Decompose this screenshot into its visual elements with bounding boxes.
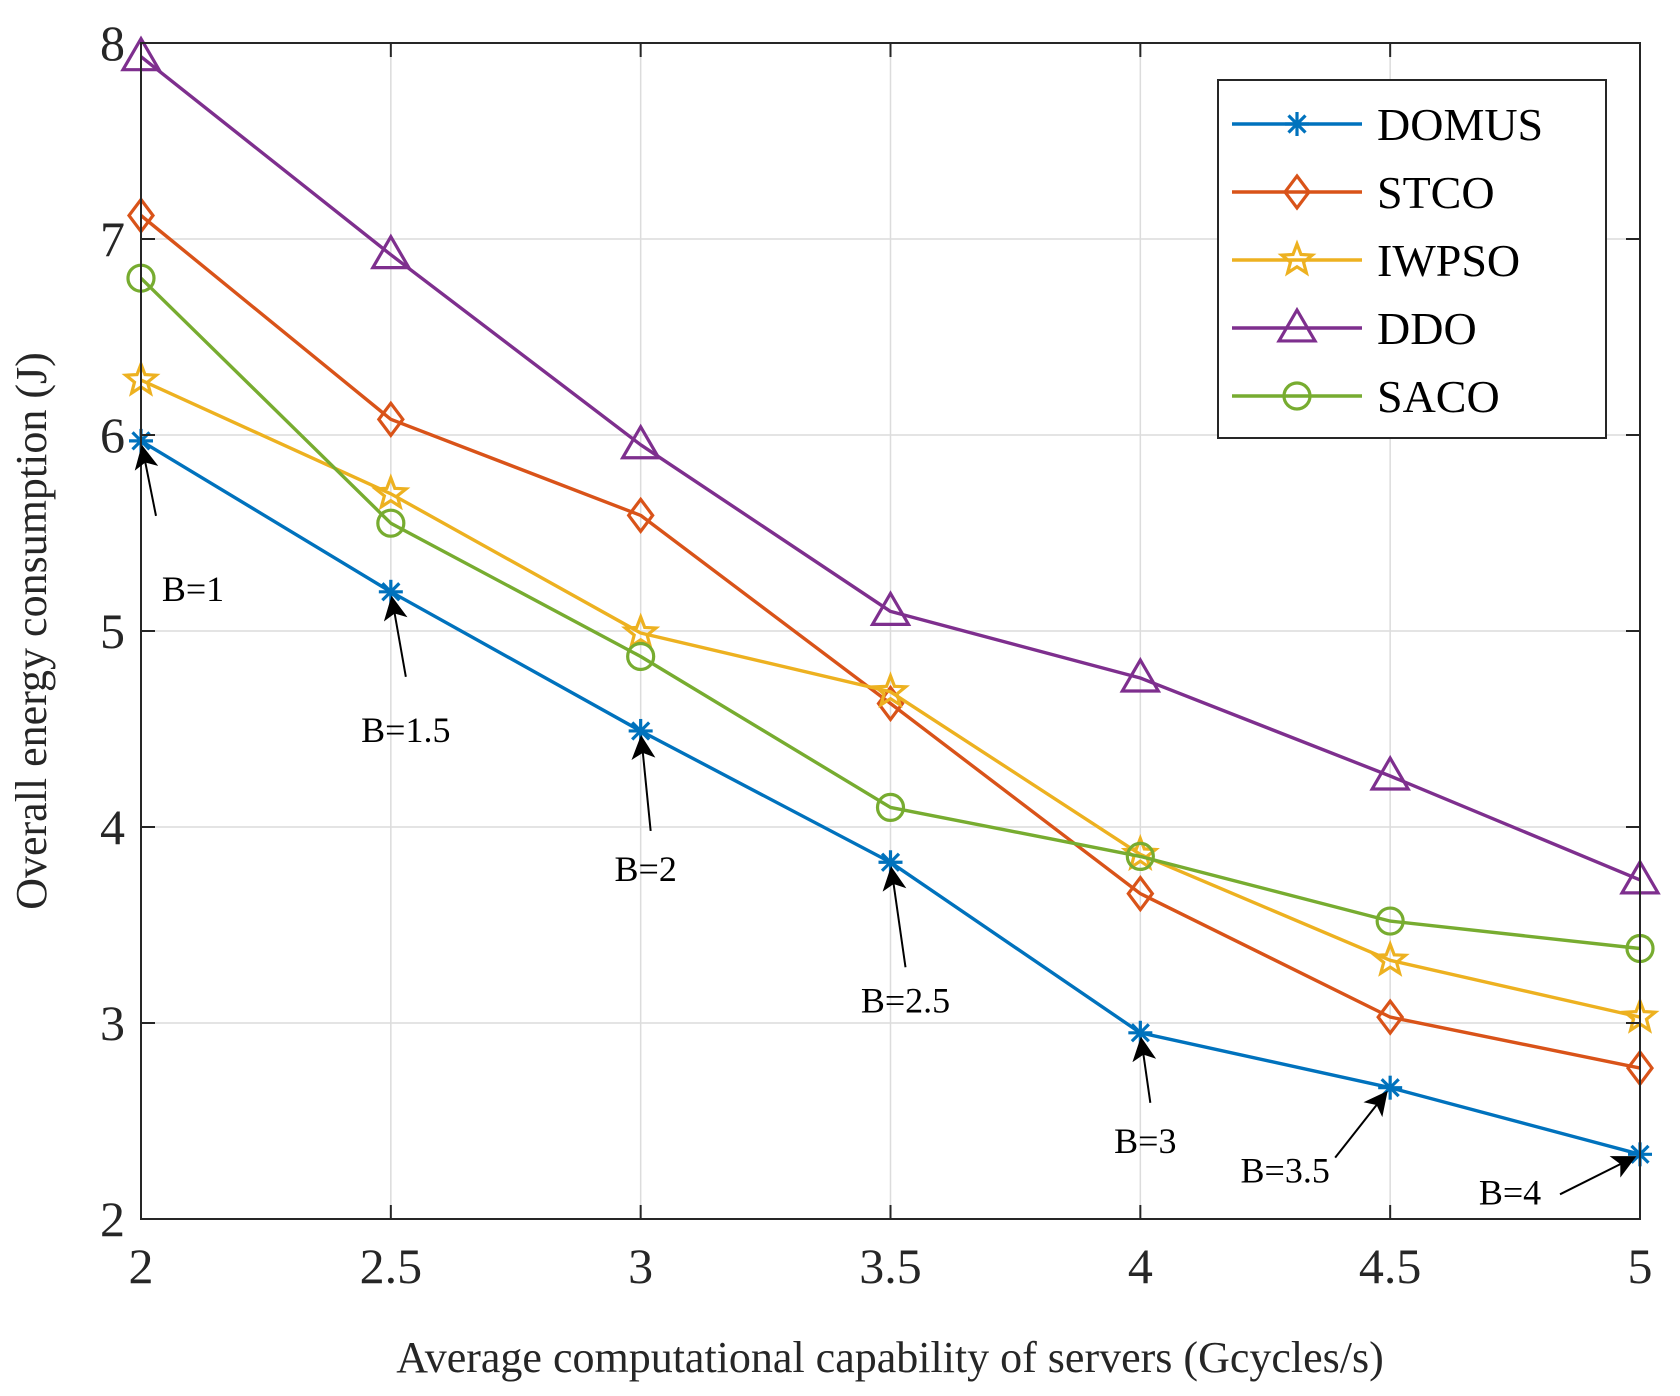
data-point	[621, 612, 661, 650]
data-point	[1125, 841, 1155, 872]
legend-entry-ddo: DDO	[1232, 303, 1477, 354]
y-tick-label: 4	[100, 799, 125, 855]
data-point	[1378, 1075, 1403, 1100]
legend-label: DDO	[1377, 303, 1477, 354]
data-point	[376, 400, 405, 438]
y-tick-label: 8	[100, 15, 125, 71]
data-point	[875, 792, 906, 823]
legend-entry-domus: DOMUS	[1232, 99, 1543, 150]
axis-ticks: 2 2.5 3 3.5 4 4.5 5 2 3 4 5 6 7 8	[100, 15, 1653, 1294]
annotation-label: B=1	[162, 569, 224, 609]
y-axis-title: Overall energy consumption (J)	[7, 352, 56, 910]
x-tick-label: 4.5	[1359, 1238, 1422, 1294]
legend-entry-iwpso: IWPSO	[1232, 235, 1520, 286]
data-point	[371, 473, 411, 511]
legend-entry-stco: STCO	[1232, 167, 1495, 218]
x-tick-label: 5	[1628, 1238, 1653, 1294]
annotation: B=1	[134, 444, 224, 609]
annotation-arrow	[1132, 1036, 1157, 1103]
data-point	[1370, 939, 1410, 977]
data-point	[626, 641, 656, 672]
annotation-label: B=3.5	[1241, 1151, 1330, 1191]
legend-entry-saco: SACO	[1232, 371, 1500, 422]
annotation-label: B=3	[1114, 1121, 1176, 1161]
x-tick-label: 2.5	[360, 1238, 423, 1294]
annotation-arrow	[383, 595, 408, 677]
y-tick-label: 5	[100, 603, 125, 659]
annotation-arrow	[631, 734, 656, 832]
annotation-label: B=4	[1479, 1172, 1541, 1212]
data-point	[619, 423, 662, 460]
x-tick-label: 3	[628, 1238, 653, 1294]
x-axis-title: Average computational capability of serv…	[396, 1333, 1384, 1382]
series-ddo	[120, 35, 1661, 895]
data-point	[871, 671, 910, 709]
y-tick-label: 6	[100, 407, 125, 463]
legend-label: IWPSO	[1377, 235, 1520, 286]
legend-marker	[1283, 173, 1311, 211]
x-tick-label: 2	[129, 1238, 154, 1294]
legend-marker	[1276, 306, 1318, 343]
data-point	[869, 590, 912, 626]
annotation: B=2	[615, 734, 677, 889]
data-point	[1369, 754, 1411, 791]
annotation-arrow	[1334, 1090, 1388, 1159]
data-point	[878, 850, 903, 875]
annotation: B=2.5	[861, 866, 950, 1020]
annotation-label: B=1.5	[361, 710, 450, 750]
x-tick-label: 3.5	[859, 1238, 922, 1294]
x-tick-label: 4	[1128, 1238, 1153, 1294]
legend-label: STCO	[1377, 167, 1495, 218]
legend-label: SACO	[1377, 371, 1500, 422]
annotation-label: B=2.5	[861, 980, 950, 1020]
legend: DOMUS STCO IWPSO DDO SACO	[1217, 79, 1607, 439]
data-point	[1119, 656, 1162, 693]
data-point	[378, 579, 403, 604]
legend-label: DOMUS	[1377, 99, 1543, 150]
legend-marker	[1277, 239, 1317, 277]
series-line	[139, 276, 1641, 951]
series-line	[140, 378, 1641, 1019]
series-saco	[126, 263, 1655, 964]
annotations: B=1 B=1.5 B=2 B=2.5 B=3 B=3.5 B=4	[134, 444, 1637, 1212]
annotation-arrow	[882, 866, 907, 968]
annotation-arrow	[134, 444, 159, 517]
series-line	[139, 55, 1641, 882]
y-tick-label: 7	[100, 211, 125, 267]
annotation: B=1.5	[361, 595, 450, 750]
y-tick-label: 2	[100, 1191, 125, 1247]
annotation: B=3	[1114, 1036, 1176, 1161]
y-tick-label: 3	[100, 995, 125, 1051]
data-point	[1376, 998, 1405, 1036]
series-line	[139, 214, 1641, 1070]
data-point	[376, 508, 406, 538]
data-point	[1126, 874, 1155, 913]
legend-marker	[1282, 381, 1312, 411]
annotation-label: B=2	[615, 849, 677, 889]
asterisk-stroke	[1287, 114, 1307, 134]
data-point	[626, 496, 655, 535]
annotation: B=4	[1479, 1156, 1637, 1212]
annotation: B=3.5	[1241, 1090, 1388, 1191]
data-point	[370, 233, 412, 270]
data-point	[1128, 1020, 1153, 1045]
data-point	[1375, 906, 1405, 936]
annotation-arrow	[1559, 1156, 1637, 1196]
series-layer	[120, 35, 1661, 1167]
legend-marker	[1285, 112, 1309, 136]
